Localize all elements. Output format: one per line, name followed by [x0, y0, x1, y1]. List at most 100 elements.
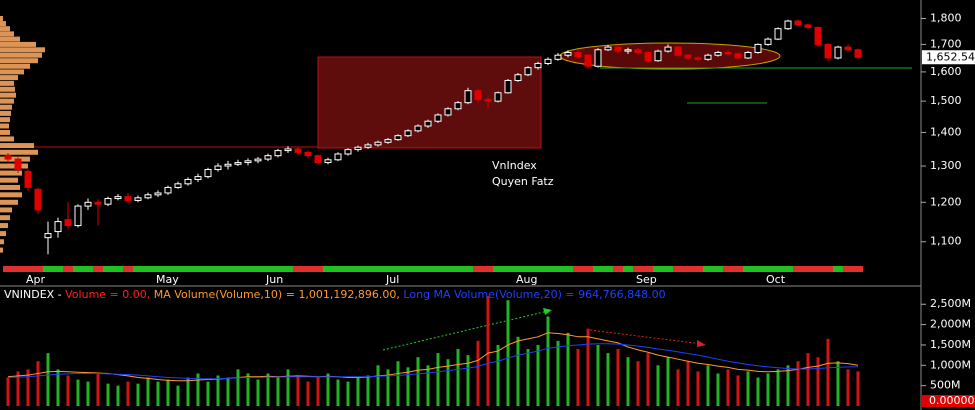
- volume-bar: [846, 369, 850, 406]
- volume-bar: [456, 349, 460, 406]
- volume-bar: [536, 344, 540, 406]
- candle-body: [534, 62, 542, 69]
- volume-bar: [416, 357, 420, 406]
- candle-body: [544, 58, 552, 64]
- candle-body: [634, 49, 642, 53]
- candle-body: [424, 120, 432, 127]
- volume-bar: [446, 359, 450, 406]
- candle-body: [514, 74, 522, 81]
- candle-body: [494, 92, 502, 102]
- volume-bar: [266, 373, 270, 406]
- trend-strip: [763, 266, 773, 272]
- y-tick-label: 1,800: [930, 12, 962, 25]
- volume-bar: [646, 353, 650, 406]
- ma-line: [7, 332, 859, 382]
- candle-body: [194, 176, 202, 180]
- volume-bar: [826, 338, 830, 406]
- volume-bar: [426, 365, 430, 406]
- volume-bar: [596, 344, 600, 406]
- trend-strip: [783, 266, 793, 272]
- candle-body: [814, 26, 822, 45]
- profile-bar: [0, 58, 38, 64]
- volume-bar: [706, 365, 710, 406]
- trend-strip: [323, 266, 333, 272]
- trend-strip: [793, 266, 803, 272]
- candle-body: [654, 50, 662, 62]
- profile-bar: [0, 163, 28, 169]
- trend-strip: [723, 266, 733, 272]
- volume-bar: [606, 353, 610, 406]
- profile-bar: [0, 129, 10, 135]
- candle-body: [44, 233, 52, 239]
- candle-body: [574, 51, 582, 58]
- volume-bar: [526, 349, 530, 406]
- trend-strip: [733, 266, 743, 272]
- trend-strip: [483, 266, 493, 272]
- trend-strip: [33, 266, 43, 272]
- y-tick-label: 500M: [930, 379, 961, 392]
- candle-body: [304, 151, 312, 157]
- candle-body: [734, 53, 742, 59]
- volume-bar: [466, 355, 470, 406]
- candle-body: [134, 197, 142, 201]
- candle-body: [114, 196, 122, 200]
- volume-bar: [396, 361, 400, 406]
- volume-bar: [816, 357, 820, 406]
- x-tick-label: May: [156, 273, 179, 286]
- volume-bar: [66, 375, 70, 406]
- volume-bar: [686, 361, 690, 406]
- volume-bar: [36, 361, 40, 406]
- candle-body: [764, 38, 772, 45]
- candle-body: [664, 46, 672, 52]
- volume-bar: [306, 381, 310, 406]
- trend-strip: [373, 266, 383, 272]
- candle-body: [614, 46, 622, 52]
- volume-bar: [676, 369, 680, 406]
- trend-strip: [593, 266, 603, 272]
- candle-body: [144, 194, 152, 199]
- y-tick-label: 2,000M: [930, 318, 971, 331]
- trend-strip: [163, 266, 173, 272]
- volume-bar: [566, 332, 570, 406]
- y-tick-label: 1,200: [930, 195, 962, 208]
- profile-bar: [0, 207, 12, 213]
- candle-body: [174, 183, 182, 188]
- profile-bar: [0, 21, 6, 27]
- volume-bar: [746, 371, 750, 406]
- trend-strip: [493, 266, 503, 272]
- volume-bar: [216, 375, 220, 406]
- trend-strip: [173, 266, 183, 272]
- candle-body: [324, 159, 332, 164]
- arrow-head: [543, 308, 552, 315]
- trend-strip: [463, 266, 473, 272]
- candle-body: [94, 201, 102, 205]
- volume-bar: [6, 377, 10, 406]
- trend-strip: [153, 266, 163, 272]
- volume-bar: [346, 381, 350, 406]
- trend-strip: [823, 266, 833, 272]
- candle-body: [784, 20, 792, 30]
- volume-marker-label: 0.00000: [929, 394, 975, 407]
- trend-strip: [353, 266, 363, 272]
- volume-bar: [766, 373, 770, 406]
- volume-bar: [76, 379, 80, 406]
- volume-bar: [186, 377, 190, 406]
- volume-bar: [716, 373, 720, 406]
- x-tick-label: Jul: [385, 273, 399, 286]
- trend-strip: [223, 266, 233, 272]
- volume-bar: [146, 377, 150, 406]
- trend-arrow: [382, 310, 549, 351]
- candle-body: [184, 178, 192, 185]
- trend-strip: [453, 266, 463, 272]
- profile-bar: [0, 110, 11, 116]
- candle-body: [4, 155, 12, 160]
- candle-body: [464, 90, 472, 104]
- candle-body: [314, 155, 322, 164]
- volume-bar: [576, 349, 580, 406]
- volume-bar: [256, 379, 260, 406]
- ma-line: [7, 343, 859, 380]
- candle-body: [224, 163, 232, 167]
- candle-body: [794, 20, 802, 26]
- profile-bar: [0, 136, 14, 142]
- profile-bar: [0, 41, 36, 47]
